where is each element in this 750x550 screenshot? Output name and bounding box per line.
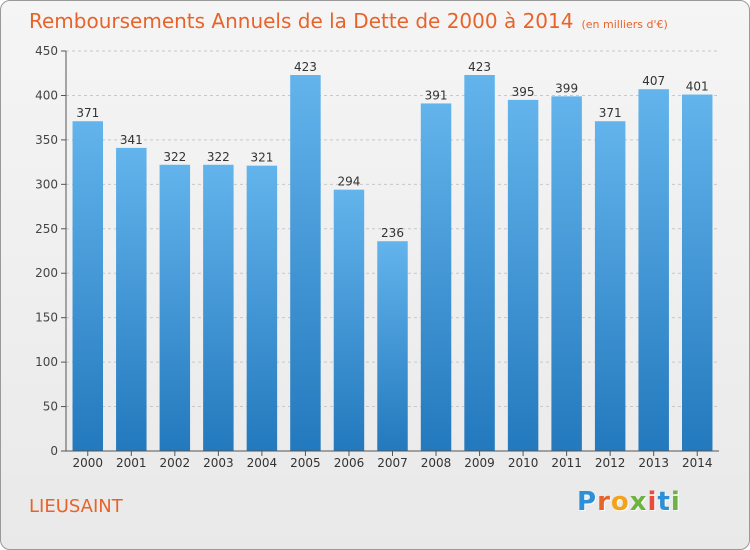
y-tick-label: 400 xyxy=(35,88,58,102)
logo-letter: i xyxy=(647,487,658,517)
bar xyxy=(116,147,147,451)
bar-value-label: 294 xyxy=(338,175,361,189)
bar xyxy=(377,241,408,451)
logo-letter: P xyxy=(577,487,598,517)
x-tick-label: 2006 xyxy=(334,456,365,470)
bar xyxy=(594,121,626,451)
logo-letter: x xyxy=(629,487,648,517)
bar-value-label: 236 xyxy=(381,226,404,240)
y-tick-label: 50 xyxy=(43,400,58,414)
x-tick-label: 2001 xyxy=(116,456,147,470)
y-tick-label: 350 xyxy=(35,133,58,147)
bar-value-label: 395 xyxy=(512,85,535,99)
y-tick-label: 450 xyxy=(35,44,58,58)
chart-subtitle: (en milliers d'€) xyxy=(581,18,668,31)
bar xyxy=(420,103,452,451)
bar xyxy=(551,96,582,451)
bar xyxy=(72,121,104,451)
bar-value-label: 391 xyxy=(425,88,448,102)
chart-title-text: Remboursements Annuels de la Dette de 20… xyxy=(29,9,574,33)
axis-layer: 0 50 100 150 200 250 300 350 400 450 2000 2001 2002 2… xyxy=(35,44,719,470)
y-tick-label: 300 xyxy=(35,177,58,191)
bar-value-label: 371 xyxy=(76,106,99,120)
x-tick-label: 2014 xyxy=(682,456,713,470)
x-tick-label: 2004 xyxy=(247,456,278,470)
bar-value-label: 407 xyxy=(642,74,665,88)
bar xyxy=(203,164,234,451)
bar xyxy=(638,89,669,451)
bar-value-label: 423 xyxy=(294,60,317,74)
y-tick-label: 0 xyxy=(50,444,58,458)
x-tick-label: 2013 xyxy=(638,456,669,470)
x-tick-label: 2010 xyxy=(508,456,539,470)
bars-layer: 371 341 322 322 321 423 294 236 391 423 395 399 371 4… xyxy=(72,60,713,452)
x-tick-label: 2007 xyxy=(377,456,408,470)
logo-letter: r xyxy=(597,487,611,517)
logo-letter: t xyxy=(657,487,671,517)
proxiti-logo: Proxiti xyxy=(577,487,681,517)
logo-letter: i xyxy=(670,487,681,517)
bar-value-label: 321 xyxy=(250,151,273,165)
x-tick-label: 2011 xyxy=(551,456,582,470)
y-tick-label: 150 xyxy=(35,311,58,325)
bar xyxy=(507,99,539,451)
city-name: LIEUSAINT xyxy=(29,496,123,517)
y-tick-label: 100 xyxy=(35,355,58,369)
x-tick-label: 2009 xyxy=(464,456,495,470)
bar xyxy=(681,94,713,452)
bar xyxy=(159,164,191,451)
x-tick-label: 2002 xyxy=(160,456,191,470)
bar-value-label: 401 xyxy=(686,80,709,94)
chart-title: Remboursements Annuels de la Dette de 20… xyxy=(29,9,668,33)
y-tick-label: 200 xyxy=(35,266,58,280)
bar xyxy=(290,75,321,451)
x-tick-label: 2000 xyxy=(72,456,103,470)
bar-value-label: 423 xyxy=(468,60,491,74)
bar-value-label: 341 xyxy=(120,133,143,147)
x-tick-label: 2008 xyxy=(421,456,452,470)
bar xyxy=(246,165,278,451)
bar xyxy=(464,75,495,451)
x-tick-label: 2005 xyxy=(290,456,321,470)
y-tick-label: 250 xyxy=(35,222,58,236)
bar-value-label: 399 xyxy=(555,81,578,95)
x-tick-label: 2012 xyxy=(595,456,626,470)
x-tick-label: 2003 xyxy=(203,456,234,470)
bar-value-label: 371 xyxy=(599,106,622,120)
bar-value-label: 322 xyxy=(207,150,230,164)
logo-letter: o xyxy=(610,487,630,517)
bar xyxy=(333,189,365,451)
bar-value-label: 322 xyxy=(163,150,186,164)
